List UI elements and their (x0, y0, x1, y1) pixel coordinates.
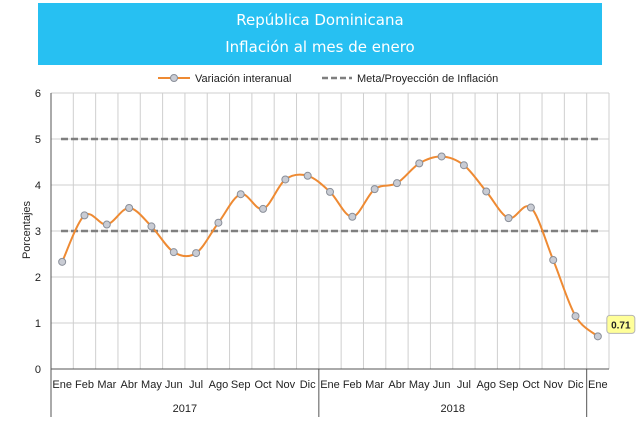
x-tick-label: Mar (365, 379, 384, 391)
data-point (80, 211, 89, 220)
data-point (192, 249, 201, 258)
data-point (437, 152, 446, 161)
data-point (259, 204, 268, 213)
y-tick-label: 5 (35, 134, 41, 146)
data-point (169, 248, 178, 257)
data-point (415, 159, 424, 168)
data-point (504, 214, 513, 223)
legend: Variación interanual Meta/Proyección de … (158, 73, 498, 85)
y-tick-label: 3 (35, 226, 41, 238)
x-tick-label: May (141, 379, 162, 391)
y-tick-label: 6 (35, 88, 41, 100)
year-group-label: 2017 (173, 403, 197, 415)
x-tick-label: Jul (189, 379, 203, 391)
data-point (214, 218, 223, 227)
y-tick-label: 2 (35, 272, 41, 284)
data-label: 0.71 (611, 320, 631, 331)
x-tick-label: Sep (499, 379, 519, 391)
annotations: 0.71 (606, 314, 636, 334)
data-point (392, 179, 401, 188)
legend-target-label: Meta/Proyección de Inflación (357, 73, 498, 85)
data-point (58, 257, 67, 266)
chart-subtitle: Inflación al mes de enero (225, 38, 415, 56)
data-point (549, 255, 558, 264)
x-tick-label: Dic (300, 379, 316, 391)
target-lines (61, 137, 601, 233)
x-axis: Ene Feb Mar Abr May Jun Jul Ago Sep Oct Nov Dic Ene F… (50, 368, 609, 417)
data-point (281, 175, 290, 184)
x-tick-label: May (409, 379, 430, 391)
data-point (571, 312, 580, 321)
y-tick-label: 1 (35, 318, 41, 330)
x-tick-label: Jun (433, 379, 451, 391)
x-tick-label: Jul (457, 379, 471, 391)
legend-series-marker-icon (170, 74, 178, 82)
year-group-label: 2018 (441, 403, 465, 415)
data-label-box (606, 314, 636, 334)
x-tick-label: Mar (97, 379, 116, 391)
x-tick-label: Abr (388, 379, 405, 391)
data-point (370, 185, 379, 194)
data-point (482, 187, 491, 196)
x-tick-label: Abr (121, 379, 138, 391)
x-tick-label: Ene (52, 379, 72, 391)
data-point (526, 203, 535, 212)
data-point (326, 187, 334, 196)
legend-series-label: Variación interanual (195, 73, 291, 85)
chart-title: República Dominicana (236, 11, 404, 29)
x-tick-label: Ene (588, 379, 608, 391)
data-point (236, 190, 245, 199)
data-point (147, 222, 156, 231)
x-tick-label: Nov (543, 379, 563, 391)
data-point (303, 171, 312, 180)
y-tick-label: 4 (35, 180, 41, 192)
chart-banner: República Dominicana Inflación al mes de… (38, 3, 602, 65)
x-tick-label: Feb (75, 379, 94, 391)
x-tick-label: Nov (276, 379, 296, 391)
x-tick-label: Jun (165, 379, 183, 391)
x-tick-label: Sep (231, 379, 251, 391)
y-axis-title: Porcentajes (21, 200, 33, 259)
y-tick-label: 0 (35, 364, 41, 376)
data-point (125, 204, 134, 212)
x-tick-label: Feb (343, 379, 362, 391)
data-point (348, 212, 357, 221)
data-point (459, 161, 468, 170)
x-tick-label: Oct (522, 379, 539, 391)
data-point (102, 220, 111, 229)
series-variacion-interanual (58, 152, 602, 341)
x-tick-label: Oct (254, 379, 271, 391)
series-line (61, 155, 599, 338)
x-tick-label: Dic (568, 379, 584, 391)
data-point (593, 332, 602, 341)
x-tick-label: Ago (209, 379, 229, 391)
x-tick-label: Ene (320, 379, 340, 391)
x-tick-label: Ago (476, 379, 496, 391)
y-axis-ticks: 0 1 2 3 4 5 6 (35, 88, 52, 387)
